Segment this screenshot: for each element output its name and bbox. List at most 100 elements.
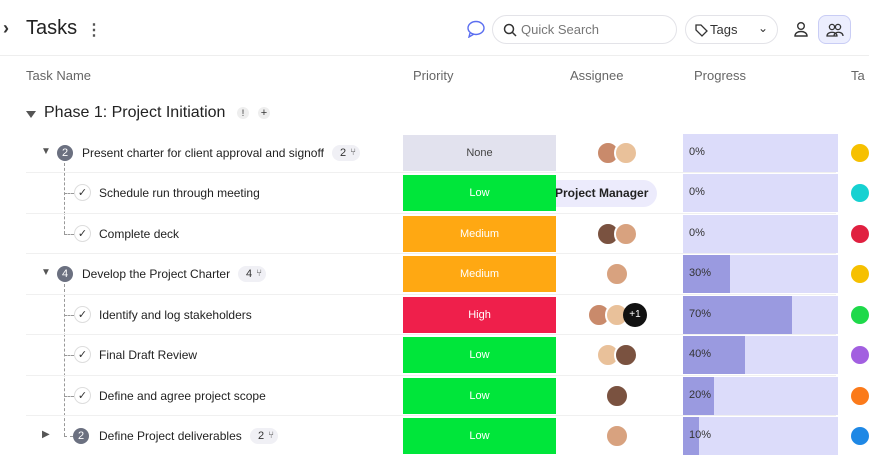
- row-divider: [26, 253, 836, 254]
- row-divider: [26, 415, 836, 416]
- task-name[interactable]: Final Draft Review: [99, 348, 198, 362]
- tag-icon: [695, 24, 708, 37]
- priority-cell[interactable]: Medium: [403, 256, 556, 292]
- task-name[interactable]: Define and agree project scope: [99, 389, 266, 403]
- progress-label: 0%: [689, 227, 705, 239]
- progress-label: 10%: [689, 429, 712, 441]
- progress-bar: [683, 336, 745, 374]
- tag-dot: [851, 346, 869, 364]
- team-icon: [826, 23, 844, 37]
- priority-cell[interactable]: Low: [403, 175, 556, 211]
- tree-line: [64, 284, 65, 436]
- priority-cell[interactable]: Low: [403, 418, 556, 454]
- task-name[interactable]: Define Project deliverables: [99, 429, 242, 443]
- avatar: [614, 343, 638, 367]
- row-divider: [26, 294, 836, 295]
- tree-branch: [64, 315, 74, 316]
- priority-cell[interactable]: High: [403, 297, 556, 333]
- progress-bar: [683, 296, 792, 334]
- more-assignees: +1: [623, 303, 647, 327]
- tags-dropdown[interactable]: Tags ⌄: [685, 15, 778, 44]
- row-divider: [26, 375, 836, 376]
- check-button[interactable]: ✓: [74, 225, 91, 242]
- row-divider: [26, 213, 836, 214]
- column-header: Progress: [694, 68, 747, 83]
- task-name[interactable]: Develop the Project Charter: [82, 267, 231, 281]
- row-divider: [26, 334, 836, 335]
- tags-label: Tags: [710, 22, 738, 37]
- progress-bar: [683, 417, 699, 455]
- search-placeholder: Quick Search: [521, 22, 600, 37]
- search-box[interactable]: Quick Search: [492, 15, 677, 44]
- branch-icon: ⑂: [350, 147, 357, 158]
- tag-dot: [851, 387, 869, 405]
- avatar: [605, 262, 629, 286]
- branch-icon: ⑂: [256, 268, 263, 279]
- column-header: Assignee: [570, 68, 624, 83]
- check-button[interactable]: ✓: [74, 184, 91, 201]
- task-name[interactable]: Complete deck: [99, 227, 180, 241]
- check-button[interactable]: ✓: [74, 306, 91, 323]
- priority-cell[interactable]: None: [403, 135, 556, 171]
- priority-cell[interactable]: Low: [403, 337, 556, 373]
- column-header: Task Name: [26, 68, 92, 83]
- comment-icon[interactable]: [466, 20, 486, 38]
- check-button[interactable]: ✓: [74, 387, 91, 404]
- progress-label: 30%: [689, 267, 712, 279]
- team-view-button[interactable]: [818, 15, 851, 44]
- step-badge: 2: [57, 145, 73, 161]
- tooltip-text: Project Manager: [555, 186, 649, 200]
- header-divider: [0, 55, 869, 56]
- progress-track: [683, 417, 838, 455]
- tree-branch: [64, 436, 73, 437]
- step-badge: 2: [73, 428, 89, 444]
- expand-arrow[interactable]: ▶: [42, 429, 50, 440]
- priority-cell[interactable]: Medium: [403, 216, 556, 252]
- progress-track: [683, 134, 838, 172]
- avatar: [614, 141, 638, 165]
- check-button[interactable]: ✓: [74, 346, 91, 363]
- priority-cell[interactable]: Low: [403, 378, 556, 414]
- task-name[interactable]: Identify and log stakeholders: [99, 308, 252, 322]
- progress-label: 0%: [689, 186, 705, 198]
- tag-dot: [851, 225, 869, 243]
- avatar: [614, 222, 638, 246]
- progress-label: 20%: [689, 389, 712, 401]
- dropdown-caret: ⌄: [758, 21, 769, 35]
- phase-add[interactable]: +: [258, 107, 270, 119]
- subtask-count: 2 ⑂: [250, 428, 279, 444]
- column-header: Ta: [851, 68, 865, 83]
- step-badge: 4: [57, 266, 73, 282]
- phase-title: Phase 1: Project Initiation: [44, 104, 226, 121]
- progress-label: 70%: [689, 308, 712, 320]
- branch-icon: ⑂: [268, 430, 275, 441]
- user-view-button[interactable]: [792, 20, 810, 38]
- row-divider: [26, 172, 836, 173]
- progress-bar: [683, 255, 730, 293]
- progress-bar: [683, 377, 714, 415]
- sidebar-toggle[interactable]: ›: [3, 18, 9, 38]
- kebab-menu[interactable]: ⋮: [86, 22, 102, 39]
- tag-dot: [851, 184, 869, 202]
- task-name[interactable]: Present charter for client approval and …: [82, 146, 324, 160]
- tag-dot: [851, 265, 869, 283]
- progress-label: 40%: [689, 348, 712, 360]
- phase-collapse-arrow[interactable]: [25, 109, 37, 119]
- expand-arrow[interactable]: ▼: [41, 146, 51, 157]
- tree-branch: [64, 234, 74, 235]
- avatar: [605, 384, 629, 408]
- progress-track: [683, 174, 838, 212]
- tag-dot: [851, 427, 869, 445]
- task-name[interactable]: Schedule run through meeting: [99, 186, 260, 200]
- column-header: Priority: [413, 68, 454, 83]
- tag-dot: [851, 144, 869, 162]
- tree-branch: [64, 355, 74, 356]
- tree-branch: [64, 396, 74, 397]
- avatar: [605, 424, 629, 448]
- progress-track: [683, 215, 838, 253]
- expand-arrow[interactable]: ▼: [41, 267, 51, 278]
- phase-info[interactable]: !: [237, 107, 249, 119]
- search-icon: [503, 23, 517, 37]
- tree-line: [64, 163, 65, 234]
